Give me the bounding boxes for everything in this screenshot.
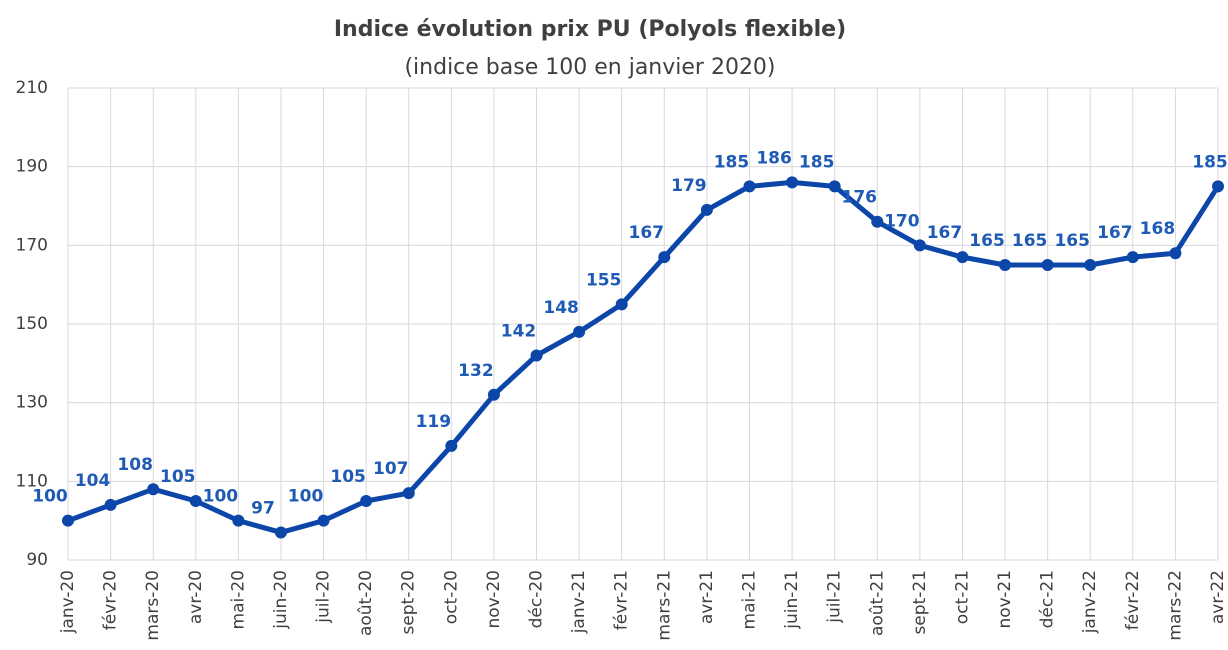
x-tick-label: août-20 (356, 570, 376, 636)
point-marker (274, 526, 287, 539)
x-tick-label: mai-20 (228, 570, 248, 629)
y-tick-label: 150 (16, 314, 48, 334)
data-label: 176 (842, 188, 878, 208)
point-marker (147, 483, 160, 496)
x-tick-label: oct-21 (952, 570, 972, 624)
x-tick-label: mars-22 (1165, 570, 1185, 641)
x-tick-label: févr-21 (612, 570, 632, 630)
data-label: 168 (1140, 219, 1176, 239)
x-tick-label: janv-21 (569, 570, 589, 634)
point-marker (786, 176, 799, 189)
point-marker (487, 388, 500, 401)
data-label: 97 (251, 498, 275, 518)
point-marker (871, 215, 884, 228)
point-marker (743, 180, 756, 193)
x-tick-label: avr-21 (697, 570, 717, 624)
x-tick-label: déc-20 (527, 570, 547, 628)
point-marker (530, 349, 543, 362)
x-tick-label: août-21 (867, 570, 887, 636)
data-label: 167 (1097, 223, 1133, 243)
x-tick-label: nov-21 (995, 570, 1015, 629)
data-label: 100 (32, 487, 68, 507)
point-marker (317, 514, 330, 527)
data-label: 105 (160, 467, 196, 487)
x-tick-label: sept-20 (399, 570, 419, 635)
point-marker (445, 439, 458, 452)
data-label: 165 (969, 231, 1005, 251)
data-label: 132 (458, 361, 494, 381)
point-marker (828, 180, 841, 193)
data-label: 167 (629, 223, 665, 243)
point-marker (232, 514, 245, 527)
x-tick-label: juil-20 (314, 570, 334, 624)
y-tick-label: 190 (16, 157, 48, 177)
x-tick-label: mai-21 (739, 570, 759, 629)
point-marker (360, 495, 373, 507)
point-marker (189, 495, 202, 507)
x-tick-label: janv-22 (1080, 570, 1100, 634)
data-label: 142 (501, 321, 537, 341)
data-label: 167 (927, 223, 963, 243)
y-tick-label: 90 (26, 550, 48, 570)
x-tick-label: avr-22 (1208, 570, 1228, 624)
chart-subtitle: (indice base 100 en janvier 2020) (404, 55, 775, 80)
point-marker (573, 325, 586, 338)
x-tick-label: juil-21 (825, 570, 845, 624)
data-label: 185 (1192, 152, 1228, 172)
data-label: 148 (543, 298, 579, 318)
point-marker (999, 259, 1012, 271)
data-label: 100 (203, 487, 239, 507)
x-tick-label: avr-20 (186, 570, 206, 624)
point-marker (402, 487, 415, 500)
data-label: 119 (416, 412, 452, 432)
y-tick-label: 110 (16, 471, 48, 491)
point-marker (658, 251, 671, 264)
chart-title: Indice évolution prix PU (Polyols flexib… (334, 17, 846, 42)
point-marker (1041, 259, 1054, 271)
x-tick-label: juin-21 (782, 570, 802, 630)
point-marker (1169, 247, 1182, 260)
point-marker (913, 239, 926, 252)
data-label: 105 (330, 467, 366, 487)
x-tick-label: juin-20 (271, 570, 291, 630)
point-marker (700, 203, 713, 216)
x-tick-label: oct-20 (441, 570, 461, 624)
point-marker (1126, 251, 1139, 264)
data-label: 170 (884, 211, 920, 231)
x-tick-label: mars-21 (654, 570, 674, 641)
data-label: 108 (117, 455, 153, 475)
x-tick-label: nov-20 (484, 570, 504, 629)
y-tick-label: 210 (16, 78, 48, 98)
point-marker (62, 514, 74, 527)
data-label: 104 (75, 471, 111, 491)
x-tick-label: janv-20 (58, 570, 78, 634)
series-line (67, 179, 1221, 535)
x-tick-label: févr-20 (101, 570, 121, 630)
data-label: 165 (1054, 231, 1090, 251)
data-label: 165 (1012, 231, 1048, 251)
point-marker (615, 298, 628, 311)
data-label: 186 (756, 148, 792, 168)
y-tick-label: 130 (16, 393, 48, 413)
y-tick-label: 170 (16, 235, 48, 255)
data-label: 179 (671, 176, 707, 196)
point-marker (1212, 180, 1224, 193)
data-label: 185 (799, 152, 835, 172)
point-marker (104, 498, 117, 511)
x-tick-label: févr-22 (1123, 570, 1143, 630)
data-label: 107 (373, 459, 409, 479)
x-tick-label: déc-21 (1038, 570, 1058, 628)
point-marker (956, 251, 969, 264)
data-label: 100 (288, 487, 324, 507)
point-marker (1084, 259, 1097, 271)
data-label: 185 (714, 152, 750, 172)
x-tick-label: sept-21 (910, 570, 930, 635)
data-label: 155 (586, 270, 622, 290)
x-tick-label: mars-20 (143, 570, 163, 641)
